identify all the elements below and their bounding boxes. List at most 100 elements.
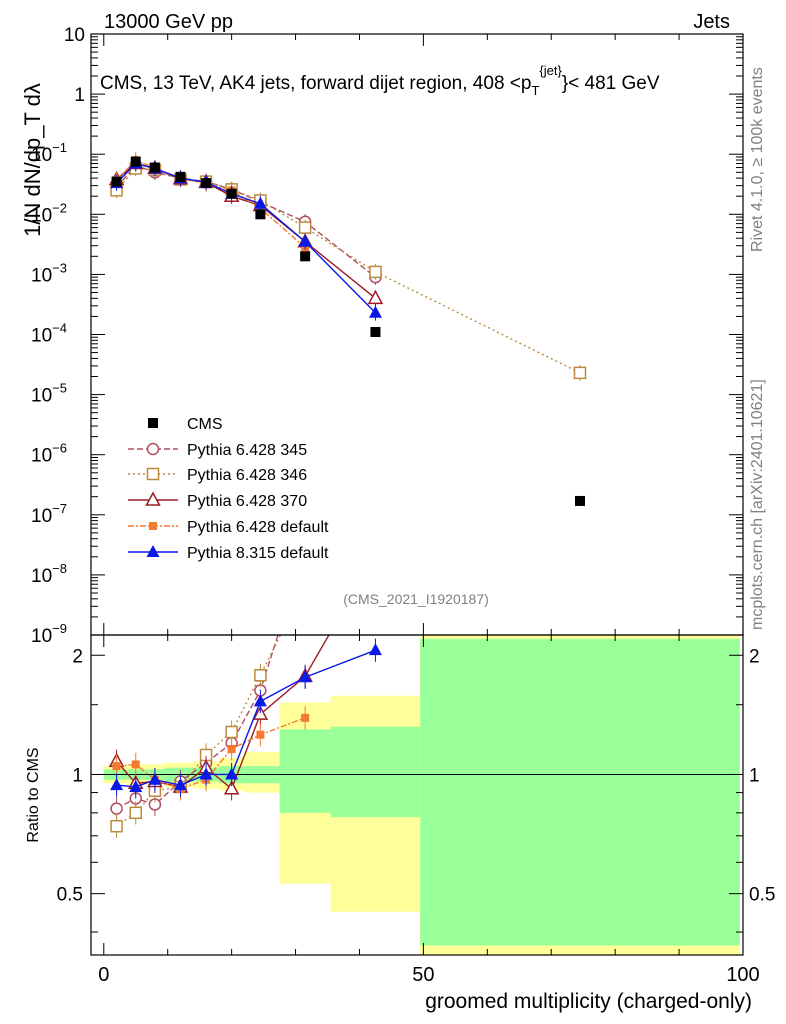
side-label-bottom: mcplots.cern.ch [arXiv:2401.10621] (749, 379, 766, 630)
header-left: 13000 GeV pp (104, 11, 233, 33)
y-tick-exponent: −3 (52, 260, 67, 275)
y-tick-base: 10 (31, 205, 52, 226)
legend-marker (149, 522, 157, 530)
ratio-point-pythia-8-315-default (110, 778, 124, 791)
plot-title: CMS, 13 TeV, AK4 jets, forward dijet reg… (100, 63, 660, 98)
series-line-pythia-8-315-default (116, 162, 376, 314)
legend-label: Pythia 6.428 345 (187, 442, 307, 459)
main-data-points (111, 156, 585, 506)
data-point-cms (175, 171, 186, 182)
ratio-point-pythia-6-428-346 (225, 725, 238, 739)
ratio-point-pythia-6-428-default (256, 730, 265, 739)
y-tick-base: 10 (31, 506, 52, 527)
ratio-point-pythia-6-428-default (227, 744, 236, 753)
side-label-top: Rivet 4.1.0, ≥ 100k events (749, 67, 766, 252)
ratio-point-pythia-6-428-346 (254, 669, 267, 682)
ratio-point-pythia-8-315-default (253, 694, 267, 707)
y-tick-label: 10−9 (31, 621, 67, 647)
ratio-tick-label-left: 2 (72, 646, 83, 667)
y-tick-label: 10 (64, 25, 85, 46)
ratio-point-pythia-8-315-default (199, 767, 213, 780)
data-point-cms (149, 162, 160, 173)
ratio-tick-label-right: 0.5 (749, 885, 775, 906)
data-point-cms (201, 178, 212, 189)
y-tick-exponent: −4 (52, 321, 67, 336)
y-tick-exponent: −1 (52, 140, 67, 155)
y-tick-label: 10−1 (31, 140, 67, 166)
y-tick-exponent: −6 (52, 441, 67, 456)
x-tick-label: 100 (726, 964, 759, 986)
y-tick-label: 10−3 (31, 260, 67, 286)
ratio-point-pythia-8-315-default (173, 778, 187, 791)
y-tick-exponent: −8 (52, 561, 67, 576)
y-tick-label: 10−7 (31, 501, 67, 527)
point-pythia-6-428-346 (298, 221, 312, 234)
ratio-tick-label-left: 0.5 (57, 885, 83, 906)
data-point-cms (255, 209, 266, 220)
y-tick-base: 10 (31, 265, 52, 286)
legend-label: Pythia 8.315 default (187, 545, 329, 562)
band-inner (279, 729, 331, 813)
legend-marker (146, 442, 160, 456)
ratio-point-pythia-6-428-346 (129, 806, 142, 820)
legend-label: CMS (187, 416, 223, 433)
y-tick-base: 10 (31, 626, 52, 647)
y-tick-label: 10−8 (31, 561, 67, 587)
y-tick-exponent: −9 (52, 621, 67, 636)
series-line-pythia-6-428-346 (116, 167, 581, 374)
y-tick-base: 10 (31, 386, 52, 407)
band-inner (330, 726, 421, 818)
ratio-line-pythia-6-428-345 (116, 635, 279, 810)
y-axis-label-ratio: Ratio to CMS (25, 747, 42, 842)
ratio-point-pythia-6-428-346 (300, 580, 311, 591)
title-sub: T (531, 83, 539, 98)
y-tick-exponent: −7 (52, 501, 67, 516)
point-pythia-6-428-346 (573, 366, 587, 380)
y-tick-label: 10−6 (31, 441, 67, 467)
ratio-point-pythia-6-428-370 (369, 547, 382, 559)
ratio-point-pythia-6-428-default (112, 762, 121, 771)
ratio-point-pythia-6-428-370 (252, 705, 269, 720)
band-inner (420, 638, 740, 946)
legend-label: Pythia 6.428 370 (187, 493, 307, 510)
series-line-pythia-6-428-default (116, 159, 306, 249)
main-series (108, 152, 587, 381)
data-point-cms (226, 188, 237, 199)
series-line-pythia-6-428-370 (116, 162, 376, 299)
legend-label: Pythia 6.428 default (187, 519, 329, 536)
axis-ticks: 0 50 10010110−110−210−310−410−510−610−710−… (31, 25, 775, 986)
ratio-tick-label-right: 2 (749, 646, 760, 667)
x-axis-label: groomed multiplicity (charged-only) (425, 990, 752, 1013)
point-pythia-8-315-default (298, 234, 312, 247)
analysis-watermark: (CMS_2021_I1920187) (343, 591, 489, 607)
point-pythia-8-315-default (368, 305, 382, 318)
legend-marker (146, 467, 160, 481)
data-point-cms (370, 327, 381, 338)
header-right: Jets (693, 11, 730, 33)
y-tick-exponent: −2 (52, 200, 67, 215)
ratio-frame (90, 634, 744, 956)
legend-marker (146, 545, 160, 557)
legend-marker-cms (148, 418, 158, 428)
ratio-series (108, 373, 382, 838)
ratio-tick-label-right: 1 (749, 765, 760, 786)
ratio-line-pythia-6-428-default (116, 717, 306, 790)
ratio-point-pythia-8-315-default (368, 643, 382, 656)
title-sup: {jet} (539, 63, 562, 78)
y-tick-label: 10−5 (31, 381, 67, 407)
x-tick-label: 50 (412, 964, 434, 986)
ratio-point-pythia-6-428-345 (370, 401, 381, 412)
y-tick-base: 10 (31, 566, 52, 587)
point-pythia-6-428-370 (367, 289, 384, 305)
point-pythia-8-315-default (253, 196, 267, 209)
ratio-line-pythia-6-428-346 (116, 635, 282, 827)
ratio-point-pythia-8-315-default (225, 767, 239, 780)
legend: CMS Pythia 6.428 345 Pythia 6.428 346 Pythi… (128, 416, 329, 562)
data-point-cms (300, 251, 311, 262)
y-tick-base: 10 (31, 446, 52, 467)
y-tick-exponent: −5 (52, 381, 67, 396)
ratio-point-pythia-6-428-346 (370, 373, 381, 384)
ratio-point-pythia-6-428-default (301, 713, 310, 722)
y-tick-label: 10−4 (31, 321, 67, 347)
ratio-point-pythia-8-315-default (298, 670, 312, 683)
